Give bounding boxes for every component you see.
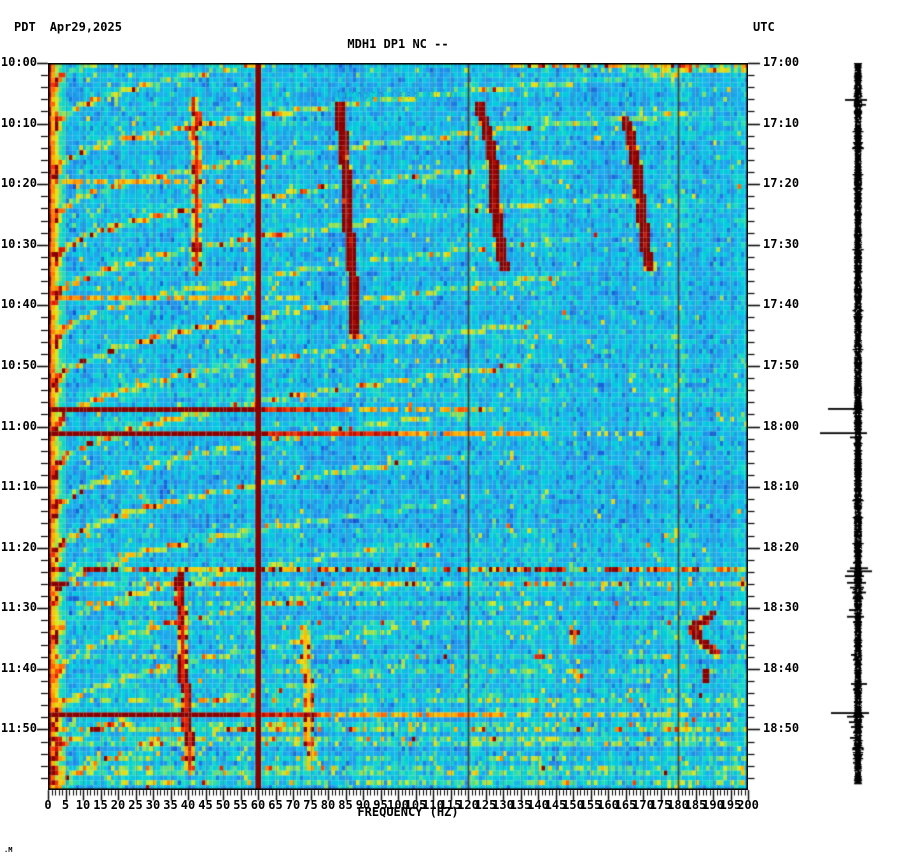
amplitude-trace-canvas (810, 58, 902, 790)
frequency-axis-title: FREQUENCY (HZ) (357, 805, 459, 819)
corner-mark: .M (4, 846, 13, 854)
